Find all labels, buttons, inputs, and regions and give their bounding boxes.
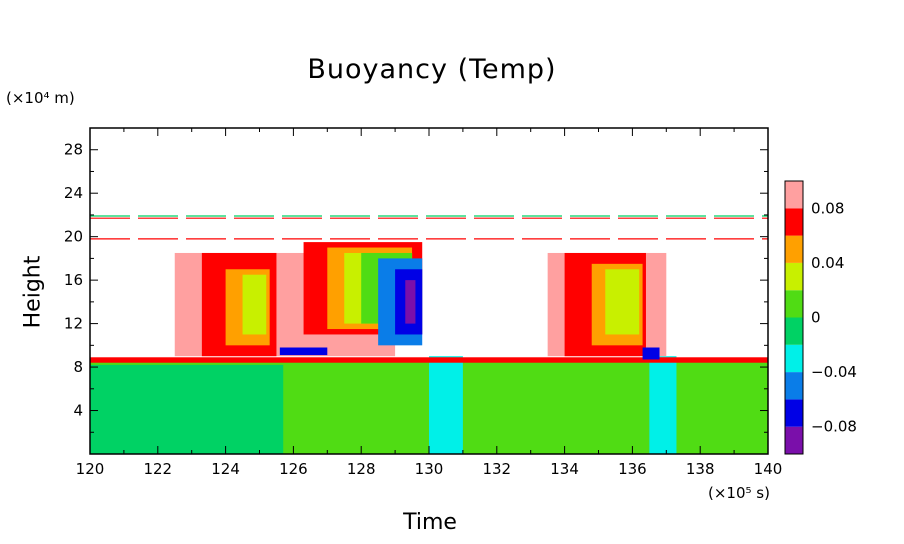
contour-region bbox=[649, 356, 677, 454]
contour-region bbox=[642, 347, 660, 360]
y-axis-unit: (×10⁴ m) bbox=[6, 89, 75, 107]
x-tick-label: 136 bbox=[618, 460, 647, 478]
colorbar-swatch bbox=[785, 426, 803, 454]
x-axis-label: Time bbox=[403, 510, 457, 535]
x-tick-label: 140 bbox=[754, 460, 783, 478]
x-tick-label: 134 bbox=[550, 460, 579, 478]
x-tick-label: 126 bbox=[279, 460, 308, 478]
contour-region bbox=[279, 347, 328, 356]
colorbar-swatch bbox=[785, 372, 803, 400]
x-tick-label: 128 bbox=[347, 460, 376, 478]
colorbar-swatch bbox=[785, 344, 803, 373]
colorbar-label: 0.04 bbox=[811, 254, 844, 272]
axes: 120 122 124 126 128 130 132 134 136 138 140 4 8 12 16 2… bbox=[64, 128, 782, 478]
y-tick-label: 20 bbox=[64, 228, 83, 246]
colorbar-label: 0 bbox=[811, 309, 821, 327]
contour-fill bbox=[90, 242, 768, 454]
colorbar: 0.08 0.04 0 −0.04 −0.08 bbox=[784, 180, 857, 455]
colorbar-swatch bbox=[785, 290, 803, 318]
x-tick-label: 130 bbox=[415, 460, 444, 478]
y-tick-label: 12 bbox=[64, 315, 83, 333]
x-tick-label: 132 bbox=[482, 460, 511, 478]
x-tick-label: 122 bbox=[143, 460, 172, 478]
y-tick-label: 4 bbox=[73, 402, 83, 420]
colorbar-swatch bbox=[785, 317, 803, 345]
y-tick-label: 16 bbox=[64, 271, 83, 289]
colorbar-label: −0.04 bbox=[811, 363, 857, 381]
contour-region bbox=[429, 356, 463, 454]
contour-region bbox=[242, 274, 267, 335]
contour-lines bbox=[90, 215, 768, 240]
contour-region bbox=[90, 364, 284, 454]
colorbar-swatch bbox=[785, 235, 803, 263]
x-tick-label: 138 bbox=[686, 460, 715, 478]
contour-region bbox=[90, 357, 768, 363]
colorbar-swatch bbox=[785, 399, 803, 427]
y-tick-label: 8 bbox=[73, 358, 83, 376]
chart-title: Buoyancy (Temp) bbox=[307, 54, 557, 85]
y-tick-label: 28 bbox=[64, 141, 83, 159]
x-tick-label: 124 bbox=[211, 460, 240, 478]
contour-region bbox=[405, 280, 416, 324]
colorbar-label: 0.08 bbox=[811, 199, 844, 217]
contour-region bbox=[605, 269, 640, 335]
x-tick-label: 120 bbox=[76, 460, 105, 478]
colorbar-label: −0.08 bbox=[811, 418, 857, 436]
y-tick-label: 24 bbox=[64, 184, 83, 202]
colorbar-swatch bbox=[785, 208, 803, 236]
colorbar-swatch bbox=[785, 181, 803, 209]
x-axis-unit: (×10⁵ s) bbox=[708, 484, 770, 502]
colorbar-frame bbox=[784, 180, 804, 455]
colorbar-swatch bbox=[785, 262, 803, 291]
